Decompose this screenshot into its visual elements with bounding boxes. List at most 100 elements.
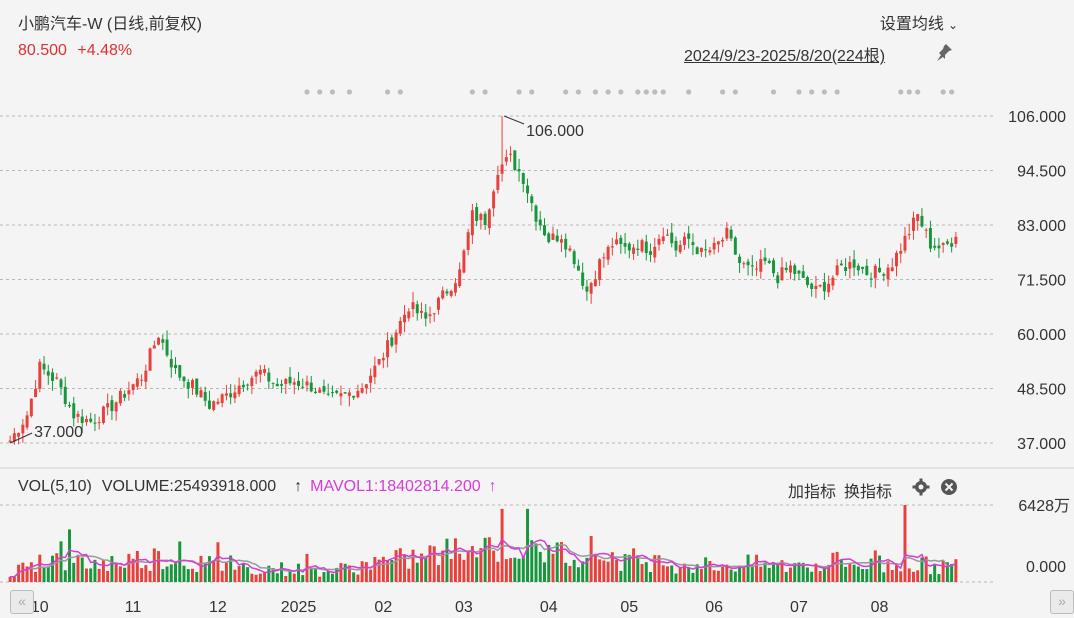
candle-body	[182, 376, 186, 382]
volume-bar	[704, 557, 708, 582]
event-marker-icon	[605, 89, 611, 95]
candle-body	[581, 272, 585, 286]
volume-bar	[852, 564, 856, 582]
event-marker-icon	[329, 89, 336, 95]
close-icon[interactable]	[940, 478, 958, 496]
candle-body	[933, 245, 937, 248]
candle-body	[195, 378, 199, 395]
scroll-right-button[interactable]: »	[1050, 590, 1074, 614]
volume-bar	[420, 553, 423, 582]
volume-bar	[585, 557, 589, 582]
candle-body	[534, 205, 538, 222]
volume-bar	[352, 572, 356, 582]
volume-value: VOLUME:25493918.000	[101, 478, 277, 495]
event-marker-icon	[469, 89, 475, 95]
candle-body	[258, 369, 262, 375]
candle-body	[530, 196, 534, 204]
event-markers	[304, 89, 955, 95]
volume-bar	[865, 569, 869, 582]
volume-bar	[322, 572, 326, 582]
volume-bar	[12, 576, 16, 582]
volume-bar	[152, 548, 156, 582]
volume-bar	[203, 563, 207, 582]
volume-bar	[339, 563, 343, 582]
candle-body	[140, 379, 144, 381]
candle-body	[470, 210, 474, 236]
event-marker-icon	[575, 89, 582, 95]
candle-body	[699, 247, 703, 253]
candle-body	[729, 229, 733, 239]
candle-body	[68, 405, 71, 407]
last-price: 80.500	[18, 42, 67, 59]
price-tick: 83.000	[1017, 218, 1066, 235]
volume-ma-lines	[10, 538, 957, 578]
add-indicator-button[interactable]: 加指标	[788, 484, 837, 501]
candle-body	[602, 257, 606, 259]
candle-body	[708, 250, 712, 253]
volume-bar	[776, 565, 780, 582]
volume-bar	[755, 554, 759, 582]
month-label: 02	[374, 599, 392, 616]
volume-bar	[589, 536, 593, 582]
candle-body	[839, 263, 843, 266]
volume-bar	[114, 564, 118, 582]
ma-settings-dropdown[interactable]: 设置均线 ⌄	[880, 10, 958, 34]
volume-bar	[538, 551, 542, 582]
candle-body	[445, 291, 449, 294]
switch-indicator-button[interactable]: 换指标	[844, 484, 893, 501]
candle-body	[131, 384, 135, 390]
candle-body	[810, 283, 814, 289]
pin-icon[interactable]	[934, 42, 954, 62]
volume-bar	[903, 505, 907, 582]
candle-body	[937, 245, 941, 249]
candle-body	[500, 164, 504, 174]
volume-bar	[123, 567, 127, 582]
volume-bar	[46, 566, 50, 582]
date-range-selector[interactable]: 2024/9/23-2025/8/20(224根)	[684, 48, 886, 65]
volume-bar	[72, 562, 76, 582]
volume-bar	[80, 557, 84, 582]
candle-body	[254, 371, 258, 377]
candle-body	[733, 237, 737, 255]
volume-bar	[224, 562, 228, 582]
candle-body	[623, 243, 627, 247]
volume-bar	[861, 569, 865, 582]
volume-bar	[593, 553, 597, 582]
candle-body	[755, 268, 759, 270]
volume-bars[interactable]	[8, 505, 958, 582]
volume-bar	[615, 559, 619, 582]
event-marker-icon	[397, 89, 403, 95]
candle-body	[878, 267, 882, 273]
candle-body	[390, 337, 394, 346]
candle-body	[318, 389, 322, 393]
price-tick: 71.500	[1017, 273, 1066, 290]
gear-icon[interactable]	[912, 478, 930, 496]
volume-bar	[827, 564, 831, 582]
candles[interactable]	[8, 116, 958, 445]
volume-bar	[699, 569, 703, 582]
month-label: 12	[209, 599, 227, 616]
price-grid	[0, 115, 1074, 469]
volume-bar	[165, 566, 169, 582]
volume-bar	[543, 562, 546, 582]
candle-body	[509, 153, 513, 155]
candle-body	[135, 378, 139, 387]
candle-body	[691, 242, 695, 246]
scroll-left-button[interactable]: «	[10, 590, 34, 614]
low-label: 37.000	[34, 424, 83, 441]
candle-body	[767, 260, 771, 263]
candle-body	[415, 304, 419, 314]
volume-bar	[360, 561, 364, 582]
volume-bar	[415, 562, 419, 582]
volume-bar	[772, 562, 775, 582]
volume-bar	[945, 562, 949, 582]
candle-body	[903, 235, 907, 251]
candle-body	[644, 241, 648, 254]
candle-body	[941, 243, 945, 246]
candle-body	[869, 278, 873, 280]
candle-body	[576, 265, 580, 271]
volume-bar	[725, 564, 729, 582]
page-title: 小鹏汽车-W (日线,前复权)	[18, 16, 202, 33]
volume-bar	[55, 553, 59, 582]
